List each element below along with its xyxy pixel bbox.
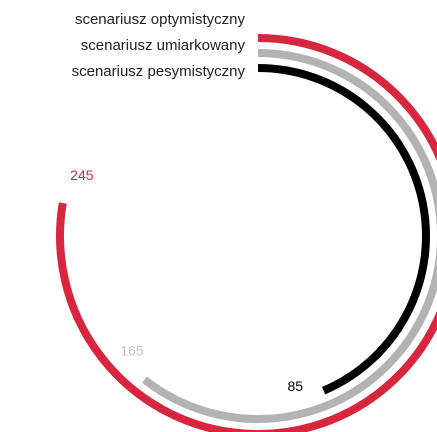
legend-label: scenariusz pesymistyczny bbox=[72, 63, 246, 80]
value-label: 245 bbox=[70, 167, 94, 183]
arc-bar bbox=[56, 34, 437, 432]
legend-label: scenariusz optymistyczny bbox=[75, 11, 246, 28]
legend-label: scenariusz umiarkowany bbox=[81, 37, 246, 54]
arc-bar bbox=[257, 64, 430, 395]
value-label: 165 bbox=[120, 342, 144, 358]
value-label: 85 bbox=[287, 378, 303, 394]
arc-bar bbox=[142, 49, 437, 423]
